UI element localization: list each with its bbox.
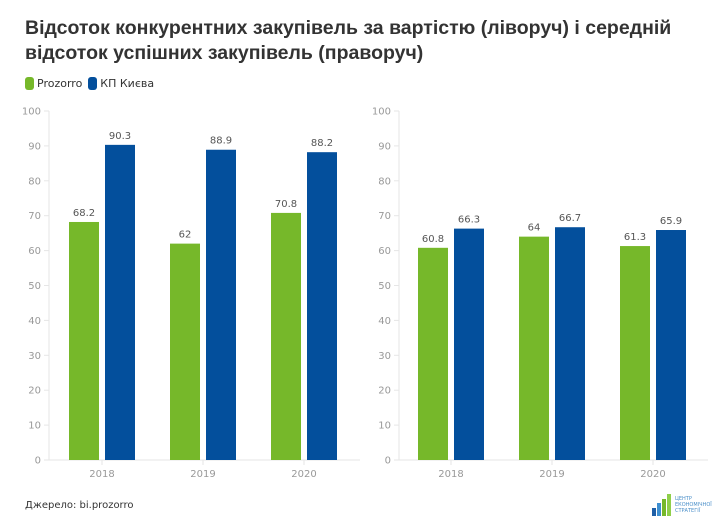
chart-right-y-tick-label: 100 (372, 107, 391, 118)
chart-right-y-tick-label: 10 (378, 421, 391, 432)
logo-line-1: ЦЕНТР (675, 496, 692, 502)
chart-left-bar-kp-kyiv-2019 (206, 149, 236, 460)
chart-left-data-label-prozorro-2018: 68.2 (73, 208, 95, 219)
legend-label-prozorro: Prozorro (37, 77, 83, 90)
logo-text: ЦЕНТР ЕКОНОМІЧНОЇ СТРАТЕГІЇ (675, 496, 712, 514)
chart-left-y-tick-label: 70 (28, 211, 41, 222)
chart-right-y-tick-label: 90 (378, 141, 391, 152)
chart-left-y-tick-label: 100 (22, 107, 41, 118)
chart-left-y-tick-label: 30 (28, 351, 41, 362)
chart-left-bar-kp-kyiv-2020 (307, 152, 337, 460)
chart-right-bar-prozorro-2019 (519, 236, 549, 460)
chart-left-y-tick-label: 80 (28, 176, 41, 187)
chart-right-data-label-kp-kyiv-2018: 66.3 (458, 215, 480, 226)
logo: ЦЕНТР ЕКОНОМІЧНОЇ СТРАТЕГІЇ (652, 494, 712, 516)
chart-left-y-tick-label: 20 (28, 386, 41, 397)
chart-left-bar-kp-kyiv-2018 (105, 144, 135, 460)
chart-left-bar-prozorro-2020 (271, 212, 301, 460)
chart-right-x-tick-label: 2018 (438, 469, 463, 480)
chart-right-data-label-prozorro-2020: 61.3 (624, 232, 646, 243)
chart-left-bar-prozorro-2018 (69, 221, 99, 460)
chart-right-bar-prozorro-2018 (418, 247, 448, 460)
chart-left-bar-prozorro-2019 (170, 243, 200, 460)
legend-swatch-prozorro (25, 77, 34, 90)
chart-title: Відсоток конкурентних закупівель за варт… (25, 17, 672, 64)
chart-right-y-tick-label: 70 (378, 211, 391, 222)
legend: Prozorro КП Києва (25, 77, 160, 90)
chart-left-data-label-kp-kyiv-2019: 88.9 (210, 136, 232, 147)
chart-left-y-tick-label: 50 (28, 281, 41, 292)
chart-right-bar-kp-kyiv-2019 (555, 227, 585, 460)
bar-chart-logo-icon (652, 494, 672, 516)
source-note: Джерело: bi.prozorro (25, 500, 134, 511)
legend-item-prozorro[interactable]: Prozorro (25, 77, 82, 90)
chart-left-y-tick-label: 60 (28, 246, 41, 257)
chart-left-data-label-prozorro-2020: 70.8 (275, 199, 297, 210)
chart-left-y-tick-label: 0 (35, 456, 41, 467)
chart-right-y-tick-label: 60 (378, 246, 391, 257)
chart-left-data-label-kp-kyiv-2020: 88.2 (311, 138, 333, 149)
chart-right-y-tick-label: 40 (378, 316, 391, 327)
chart-right-y-tick-label: 50 (378, 281, 391, 292)
chart-right-data-label-prozorro-2019: 64 (528, 223, 541, 234)
chart-left-x-tick-label: 2018 (89, 469, 114, 480)
chart-right-x-tick-label: 2019 (539, 469, 564, 480)
chart-left-y-tick-label: 40 (28, 316, 41, 327)
legend-label-kp-kyiv: КП Києва (100, 77, 155, 90)
chart-right-bar-prozorro-2020 (620, 246, 650, 460)
chart-right-y-tick-label: 0 (385, 456, 391, 467)
chart-left-y-tick-label: 90 (28, 141, 41, 152)
chart-left-x-tick-label: 2019 (190, 469, 215, 480)
chart-right-bar-kp-kyiv-2018 (454, 228, 484, 460)
chart-right-bar-kp-kyiv-2020 (656, 230, 686, 460)
legend-swatch-kp-kyiv (88, 77, 98, 90)
chart-right-x-tick-label: 2020 (640, 469, 665, 480)
chart-right-y-tick-label: 20 (378, 386, 391, 397)
chart-left-data-label-kp-kyiv-2018: 90.3 (109, 131, 131, 142)
chart-left-y-tick-label: 10 (28, 421, 41, 432)
chart-right-y-tick-label: 80 (378, 176, 391, 187)
chart-left-x-tick-label: 2020 (291, 469, 316, 480)
chart-right-data-label-kp-kyiv-2019: 66.7 (559, 213, 581, 224)
legend-item-kp-kyiv[interactable]: КП Києва (88, 77, 154, 90)
chart-right-data-label-kp-kyiv-2020: 65.9 (660, 216, 682, 227)
chart-right-data-label-prozorro-2018: 60.8 (422, 234, 444, 245)
logo-line-2: ЕКОНОМІЧНОЇ (675, 502, 712, 508)
logo-line-3: СТРАТЕГІЇ (675, 508, 701, 514)
chart-right-y-tick-label: 30 (378, 351, 391, 362)
chart-left-data-label-prozorro-2019: 62 (179, 230, 192, 241)
